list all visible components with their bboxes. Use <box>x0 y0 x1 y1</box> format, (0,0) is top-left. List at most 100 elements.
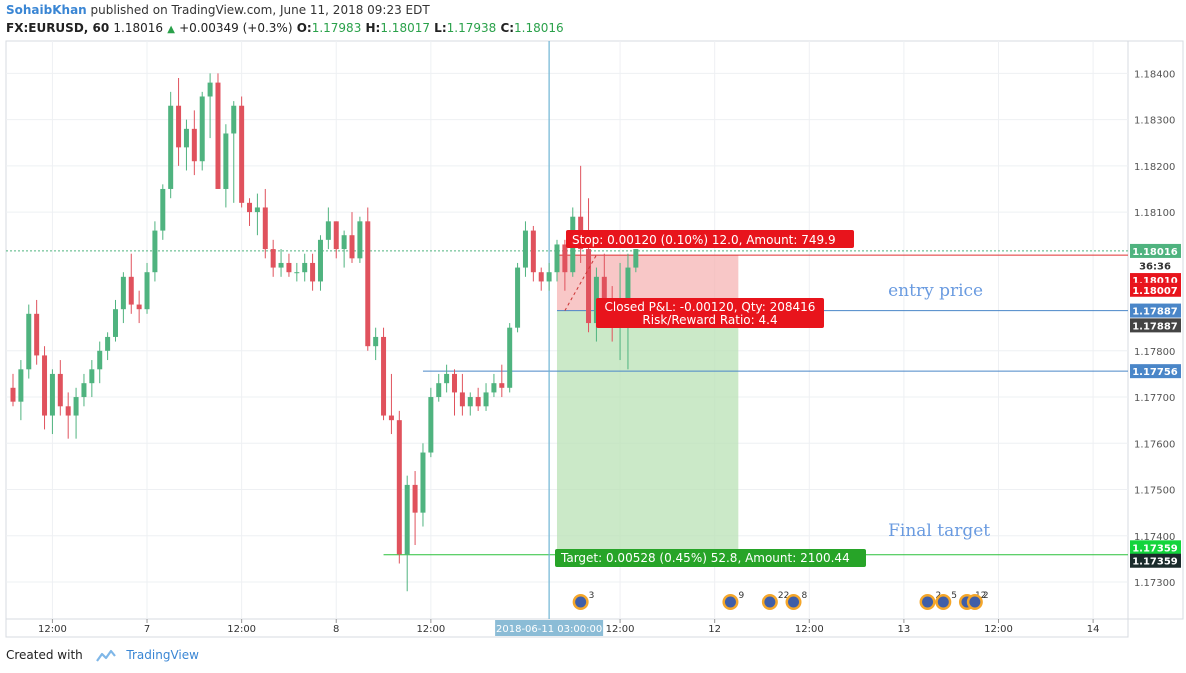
target-label: Target: 0.00528 (0.45%) 52.8, Amount: 21… <box>560 551 850 565</box>
candle-body <box>270 249 276 268</box>
candle-body <box>310 262 316 282</box>
candle-body <box>10 387 16 402</box>
price-label-box <box>1130 553 1181 568</box>
risk-reward-label: Risk/Reward Ratio: 4.4 <box>642 313 777 327</box>
candle-body <box>530 230 536 273</box>
x-tick-label: 8 <box>333 624 339 635</box>
candle-body <box>365 221 371 347</box>
x-tick-label: 12 <box>708 624 721 635</box>
price-label: 1.18010 <box>1132 276 1178 287</box>
candle-body <box>97 350 103 370</box>
y-tick-label: 1.17400 <box>1134 532 1175 543</box>
price-label: 1.17887 <box>1132 321 1178 332</box>
high-value: 1.18017 <box>380 21 430 35</box>
candle-body <box>223 133 229 189</box>
y-tick-label: 1.17600 <box>1134 439 1175 450</box>
price-label: 36:36 <box>1139 261 1171 272</box>
candle-body <box>294 272 300 274</box>
stop-label: Stop: 0.00120 (0.10%) 12.0, Amount: 749.… <box>572 233 836 247</box>
flag-icon <box>788 596 800 608</box>
target-label-box <box>555 549 866 567</box>
candle-body <box>254 207 260 213</box>
author-name[interactable]: SohaibKhan <box>6 3 87 17</box>
y-tick-label: 1.17700 <box>1134 393 1175 404</box>
candle-body <box>499 383 505 388</box>
event-count: 22 <box>778 591 789 601</box>
x-tick-label: 14 <box>1087 624 1100 635</box>
stop-label-box <box>566 230 854 248</box>
candle-body <box>26 313 32 370</box>
created-with-text: Created with <box>6 648 83 662</box>
candle-body <box>65 406 71 416</box>
symbol-name: FX:EURUSD, 60 <box>6 21 110 35</box>
candle-body <box>467 397 473 407</box>
x-tick-label: 12:00 <box>795 624 824 635</box>
y-tick-label: 1.17800 <box>1134 347 1175 358</box>
candle-body <box>207 82 213 97</box>
candle-body <box>562 244 568 273</box>
price-label-box <box>1130 243 1181 258</box>
candle-body <box>333 221 339 250</box>
tradingview-link[interactable]: TradingView <box>126 648 199 662</box>
x-tick-label: 12:00 <box>416 624 445 635</box>
trade-path <box>564 254 597 311</box>
candle-body <box>176 105 182 148</box>
publish-text: published on TradingView.com, June 11, 2… <box>90 3 430 17</box>
candle-body <box>199 96 205 162</box>
y-tick-label: 1.18100 <box>1134 208 1175 219</box>
candle-body <box>491 383 497 393</box>
annotation-text: entry price <box>888 281 983 301</box>
candle-body <box>436 383 442 398</box>
flag-icon <box>969 596 981 608</box>
event-count: 5 <box>951 591 957 601</box>
event-count: 8 <box>802 591 808 601</box>
open-label: O: <box>296 21 312 35</box>
candle-body <box>633 249 639 268</box>
price-label-box <box>1130 364 1181 379</box>
candle-body <box>160 188 166 231</box>
candle-body <box>373 336 379 347</box>
candle-body <box>475 397 481 407</box>
candle-body <box>278 262 284 268</box>
y-tick-label: 1.17300 <box>1134 578 1175 589</box>
candle-body <box>625 267 631 314</box>
price-label: 1.17756 <box>1132 367 1178 378</box>
candle-body <box>144 272 150 310</box>
y-tick-label: 1.18400 <box>1134 69 1175 80</box>
up-arrow-icon: ▲ <box>167 24 175 35</box>
candle-body <box>546 272 552 282</box>
price-label-box <box>1130 258 1181 273</box>
candle-body <box>231 105 237 134</box>
price-label: 1.17359 <box>1132 557 1178 568</box>
candle-body <box>18 369 24 402</box>
candle-body <box>554 244 560 273</box>
candle-body <box>357 221 363 259</box>
x-tick-label: 7 <box>144 624 150 635</box>
symbol-legend: FX:EURUSD, 60 1.18016 ▲ +0.00349 (+0.3%)… <box>6 21 564 35</box>
flag-icon <box>922 596 934 608</box>
crosshair-time-label: 2018-06-11 03:00:00 <box>496 624 602 635</box>
candle-body <box>57 373 63 407</box>
flag-icon <box>575 596 587 608</box>
footer: Created with TradingView <box>6 648 199 663</box>
candle-body <box>388 415 394 421</box>
last-price: 1.18016 <box>113 21 164 35</box>
annotation-text: Final target <box>888 521 990 541</box>
price-label: 1.17887 <box>1132 307 1178 318</box>
price-label-box <box>1130 282 1181 297</box>
low-label: L: <box>434 21 447 35</box>
close-value: 1.18016 <box>514 21 564 35</box>
target-zone <box>556 310 739 555</box>
candle-body <box>452 373 458 393</box>
price-label-box <box>1130 540 1181 555</box>
price-label-box <box>1130 303 1181 318</box>
candle-body <box>412 484 418 513</box>
candle-body <box>515 267 521 328</box>
event-count: 9 <box>738 591 744 601</box>
candle-body <box>507 327 513 388</box>
candle-body <box>349 235 355 259</box>
candle-body <box>286 262 292 273</box>
price-label: 1.18016 <box>1132 247 1178 258</box>
candle-body <box>538 272 544 282</box>
